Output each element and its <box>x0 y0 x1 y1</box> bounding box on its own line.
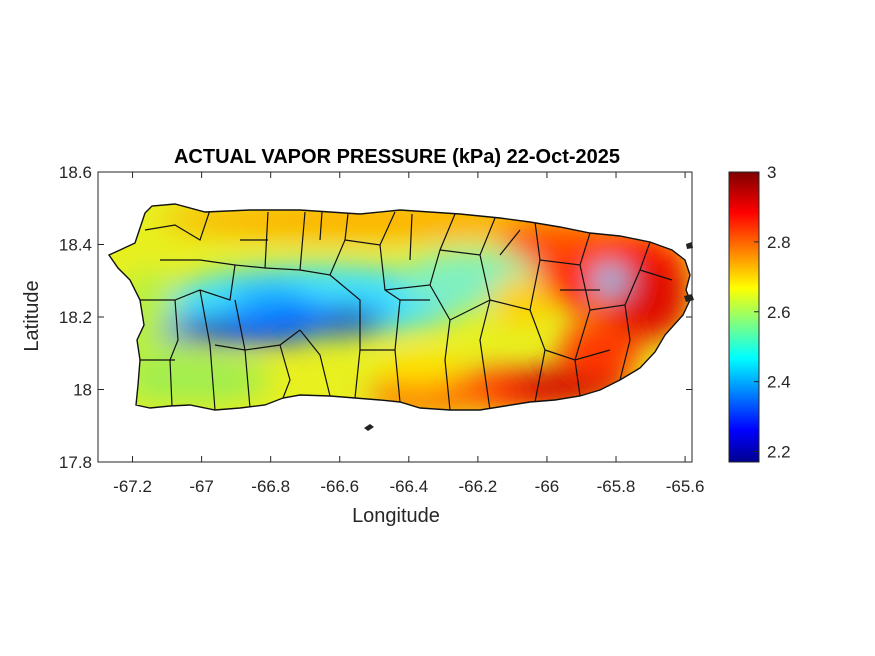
island-cabeza <box>684 294 694 302</box>
x-tick-label: -65.6 <box>666 477 705 496</box>
x-axis-label: Longitude <box>352 505 440 527</box>
colorbar-gradient <box>728 171 760 463</box>
chart-title: ACTUAL VAPOR PRESSURE (kPa) 22-Oct-2025 <box>174 146 620 168</box>
colorbar-ticks: 3 2.8 2.6 2.4 2.2 <box>754 163 791 462</box>
island-caja-de-muertos <box>364 424 374 431</box>
y-axis: 18.6 18.4 18.2 18 17.8 <box>59 163 692 472</box>
x-tick-label: -66.2 <box>459 477 498 496</box>
municipality-boundaries <box>140 209 673 410</box>
colorbar-tick-label: 2.4 <box>767 373 791 392</box>
y-tick-label: 18.4 <box>59 236 92 255</box>
map-axes: -67.2 -67 -66.8 -66.6 -66.4 -66.2 -66 -65.8 -65.… <box>59 163 705 496</box>
x-axis: -67.2 -67 -66.8 -66.6 -66.4 -66.2 -66 -65.8 -65.… <box>113 172 704 496</box>
colorbar-tick-label: 3 <box>767 163 776 182</box>
colorbar: 3 2.8 2.6 2.4 2.2 <box>728 163 791 463</box>
x-tick-label: -67 <box>189 477 214 496</box>
x-tick-label: -65.8 <box>597 477 636 496</box>
vapor-pressure-field <box>109 204 690 410</box>
y-tick-label: 18.6 <box>59 163 92 182</box>
x-tick-label: -66.6 <box>320 477 359 496</box>
y-tick-label: 17.8 <box>59 453 92 472</box>
x-tick-label: -66.8 <box>251 477 290 496</box>
colorbar-tick-label: 2.2 <box>767 443 791 462</box>
y-tick-label: 18.2 <box>59 308 92 327</box>
y-axis-label: Latitude <box>21 280 43 351</box>
colorbar-tick-label: 2.6 <box>767 303 791 322</box>
y-tick-label: 18 <box>73 381 92 400</box>
island-icacos <box>686 242 693 249</box>
colorbar-tick-label: 2.8 <box>767 233 791 252</box>
x-tick-label: -67.2 <box>113 477 152 496</box>
x-tick-label: -66 <box>535 477 560 496</box>
x-tick-label: -66.4 <box>389 477 428 496</box>
